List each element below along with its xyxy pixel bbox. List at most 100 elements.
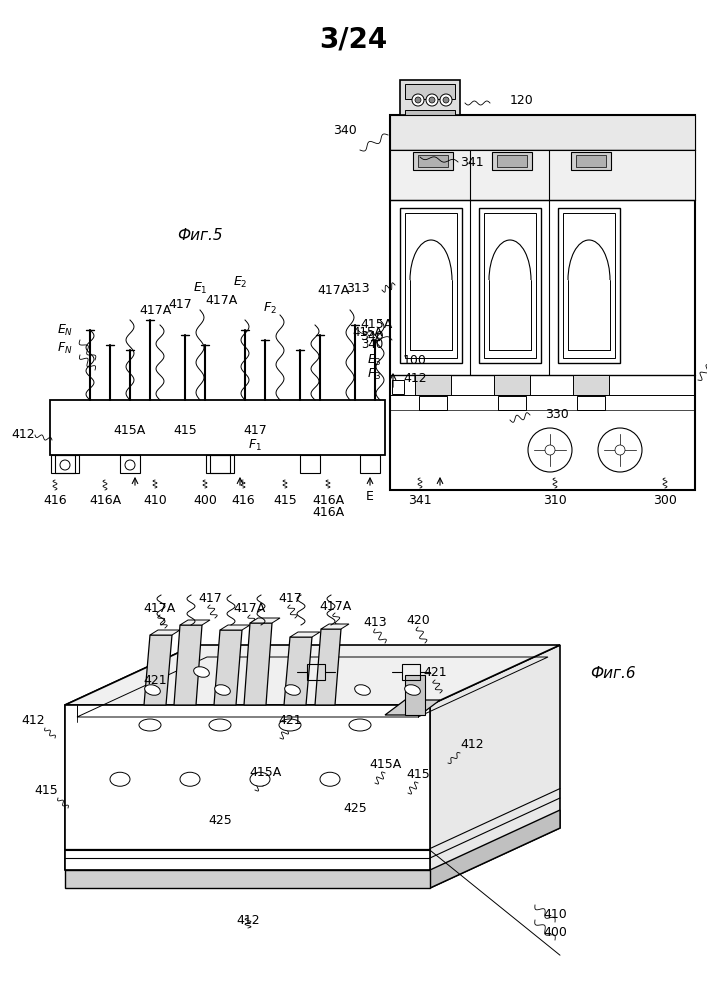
Bar bbox=[405, 84, 455, 99]
Bar bbox=[392, 380, 404, 394]
Text: E: E bbox=[366, 490, 374, 504]
Text: Фиг.6: Фиг.6 bbox=[590, 666, 636, 680]
Bar bbox=[563, 213, 615, 358]
Text: 417A: 417A bbox=[317, 284, 349, 296]
Bar bbox=[400, 80, 460, 115]
Text: 420: 420 bbox=[406, 613, 430, 626]
Polygon shape bbox=[284, 637, 312, 705]
Circle shape bbox=[412, 94, 424, 106]
Text: 421: 421 bbox=[423, 666, 447, 678]
Text: 330: 330 bbox=[545, 408, 568, 422]
Polygon shape bbox=[180, 620, 210, 625]
Ellipse shape bbox=[320, 772, 340, 786]
Text: 415: 415 bbox=[406, 768, 430, 782]
Bar bbox=[51, 455, 79, 473]
Text: 400: 400 bbox=[543, 926, 567, 940]
Text: 416A: 416A bbox=[312, 506, 344, 520]
Text: 417A: 417A bbox=[139, 304, 171, 316]
Text: $F_N$: $F_N$ bbox=[57, 340, 73, 356]
Bar bbox=[576, 155, 606, 167]
Bar bbox=[206, 455, 234, 473]
Ellipse shape bbox=[110, 772, 130, 786]
Text: 415: 415 bbox=[173, 424, 197, 436]
Text: $F_3$: $F_3$ bbox=[367, 366, 381, 382]
Text: 120: 120 bbox=[510, 94, 534, 106]
Text: 425: 425 bbox=[343, 802, 367, 814]
Text: 341: 341 bbox=[408, 493, 432, 506]
Polygon shape bbox=[174, 625, 202, 705]
Text: 412: 412 bbox=[460, 738, 484, 752]
Bar bbox=[405, 213, 457, 358]
Text: 100: 100 bbox=[403, 354, 427, 366]
Text: 330: 330 bbox=[706, 349, 707, 361]
Bar bbox=[55, 455, 75, 473]
Polygon shape bbox=[385, 700, 440, 715]
Bar bbox=[120, 455, 140, 473]
Polygon shape bbox=[315, 629, 341, 705]
Text: 415: 415 bbox=[34, 784, 58, 796]
Text: $E_2$: $E_2$ bbox=[233, 274, 247, 290]
Ellipse shape bbox=[285, 685, 300, 695]
Bar bbox=[307, 664, 325, 680]
Circle shape bbox=[426, 94, 438, 106]
Polygon shape bbox=[65, 870, 430, 888]
Circle shape bbox=[415, 97, 421, 103]
Bar bbox=[571, 152, 611, 170]
Text: 417A: 417A bbox=[206, 294, 238, 306]
Ellipse shape bbox=[279, 719, 301, 731]
Circle shape bbox=[125, 460, 135, 470]
Bar bbox=[479, 208, 541, 363]
Text: 410: 410 bbox=[143, 493, 167, 506]
Bar bbox=[405, 110, 455, 120]
Bar bbox=[402, 664, 419, 680]
Bar bbox=[390, 150, 695, 200]
Ellipse shape bbox=[194, 667, 209, 677]
Text: 340: 340 bbox=[360, 330, 384, 344]
Polygon shape bbox=[214, 630, 242, 705]
Polygon shape bbox=[244, 623, 272, 705]
Circle shape bbox=[429, 97, 435, 103]
Bar bbox=[390, 115, 695, 490]
Circle shape bbox=[615, 445, 625, 455]
Polygon shape bbox=[150, 630, 180, 635]
Text: 416A: 416A bbox=[312, 493, 344, 506]
Text: 417A: 417A bbox=[144, 601, 176, 614]
Text: 340: 340 bbox=[333, 123, 357, 136]
Text: 412: 412 bbox=[11, 428, 35, 442]
Ellipse shape bbox=[145, 685, 160, 695]
Bar bbox=[419, 396, 447, 410]
Text: 341: 341 bbox=[460, 155, 484, 168]
Text: 415A: 415A bbox=[353, 326, 383, 340]
Text: 417: 417 bbox=[243, 424, 267, 436]
Bar bbox=[558, 208, 620, 363]
Bar bbox=[400, 208, 462, 363]
Bar bbox=[498, 396, 526, 410]
Text: 417: 417 bbox=[168, 298, 192, 312]
Ellipse shape bbox=[355, 685, 370, 695]
Ellipse shape bbox=[250, 772, 270, 786]
Text: 340: 340 bbox=[361, 338, 383, 352]
Text: 416A: 416A bbox=[89, 493, 121, 506]
Ellipse shape bbox=[180, 772, 200, 786]
Polygon shape bbox=[65, 705, 430, 870]
Text: 412: 412 bbox=[21, 714, 45, 726]
Ellipse shape bbox=[349, 719, 371, 731]
Ellipse shape bbox=[404, 685, 421, 695]
Text: 425: 425 bbox=[208, 814, 232, 826]
Text: 417: 417 bbox=[198, 591, 222, 604]
Text: 412: 412 bbox=[403, 371, 426, 384]
Circle shape bbox=[443, 97, 449, 103]
Polygon shape bbox=[220, 625, 250, 630]
Polygon shape bbox=[250, 618, 280, 623]
Text: 400: 400 bbox=[193, 493, 217, 506]
Bar bbox=[300, 455, 320, 473]
Text: $F_2$: $F_2$ bbox=[263, 300, 277, 316]
Text: 421: 421 bbox=[144, 674, 167, 686]
Ellipse shape bbox=[215, 685, 230, 695]
Text: 415A: 415A bbox=[369, 758, 401, 772]
Bar bbox=[413, 152, 453, 170]
Text: Фиг.5: Фиг.5 bbox=[177, 228, 223, 242]
Circle shape bbox=[440, 94, 452, 106]
Text: 415A: 415A bbox=[249, 766, 281, 780]
Bar bbox=[360, 455, 380, 473]
